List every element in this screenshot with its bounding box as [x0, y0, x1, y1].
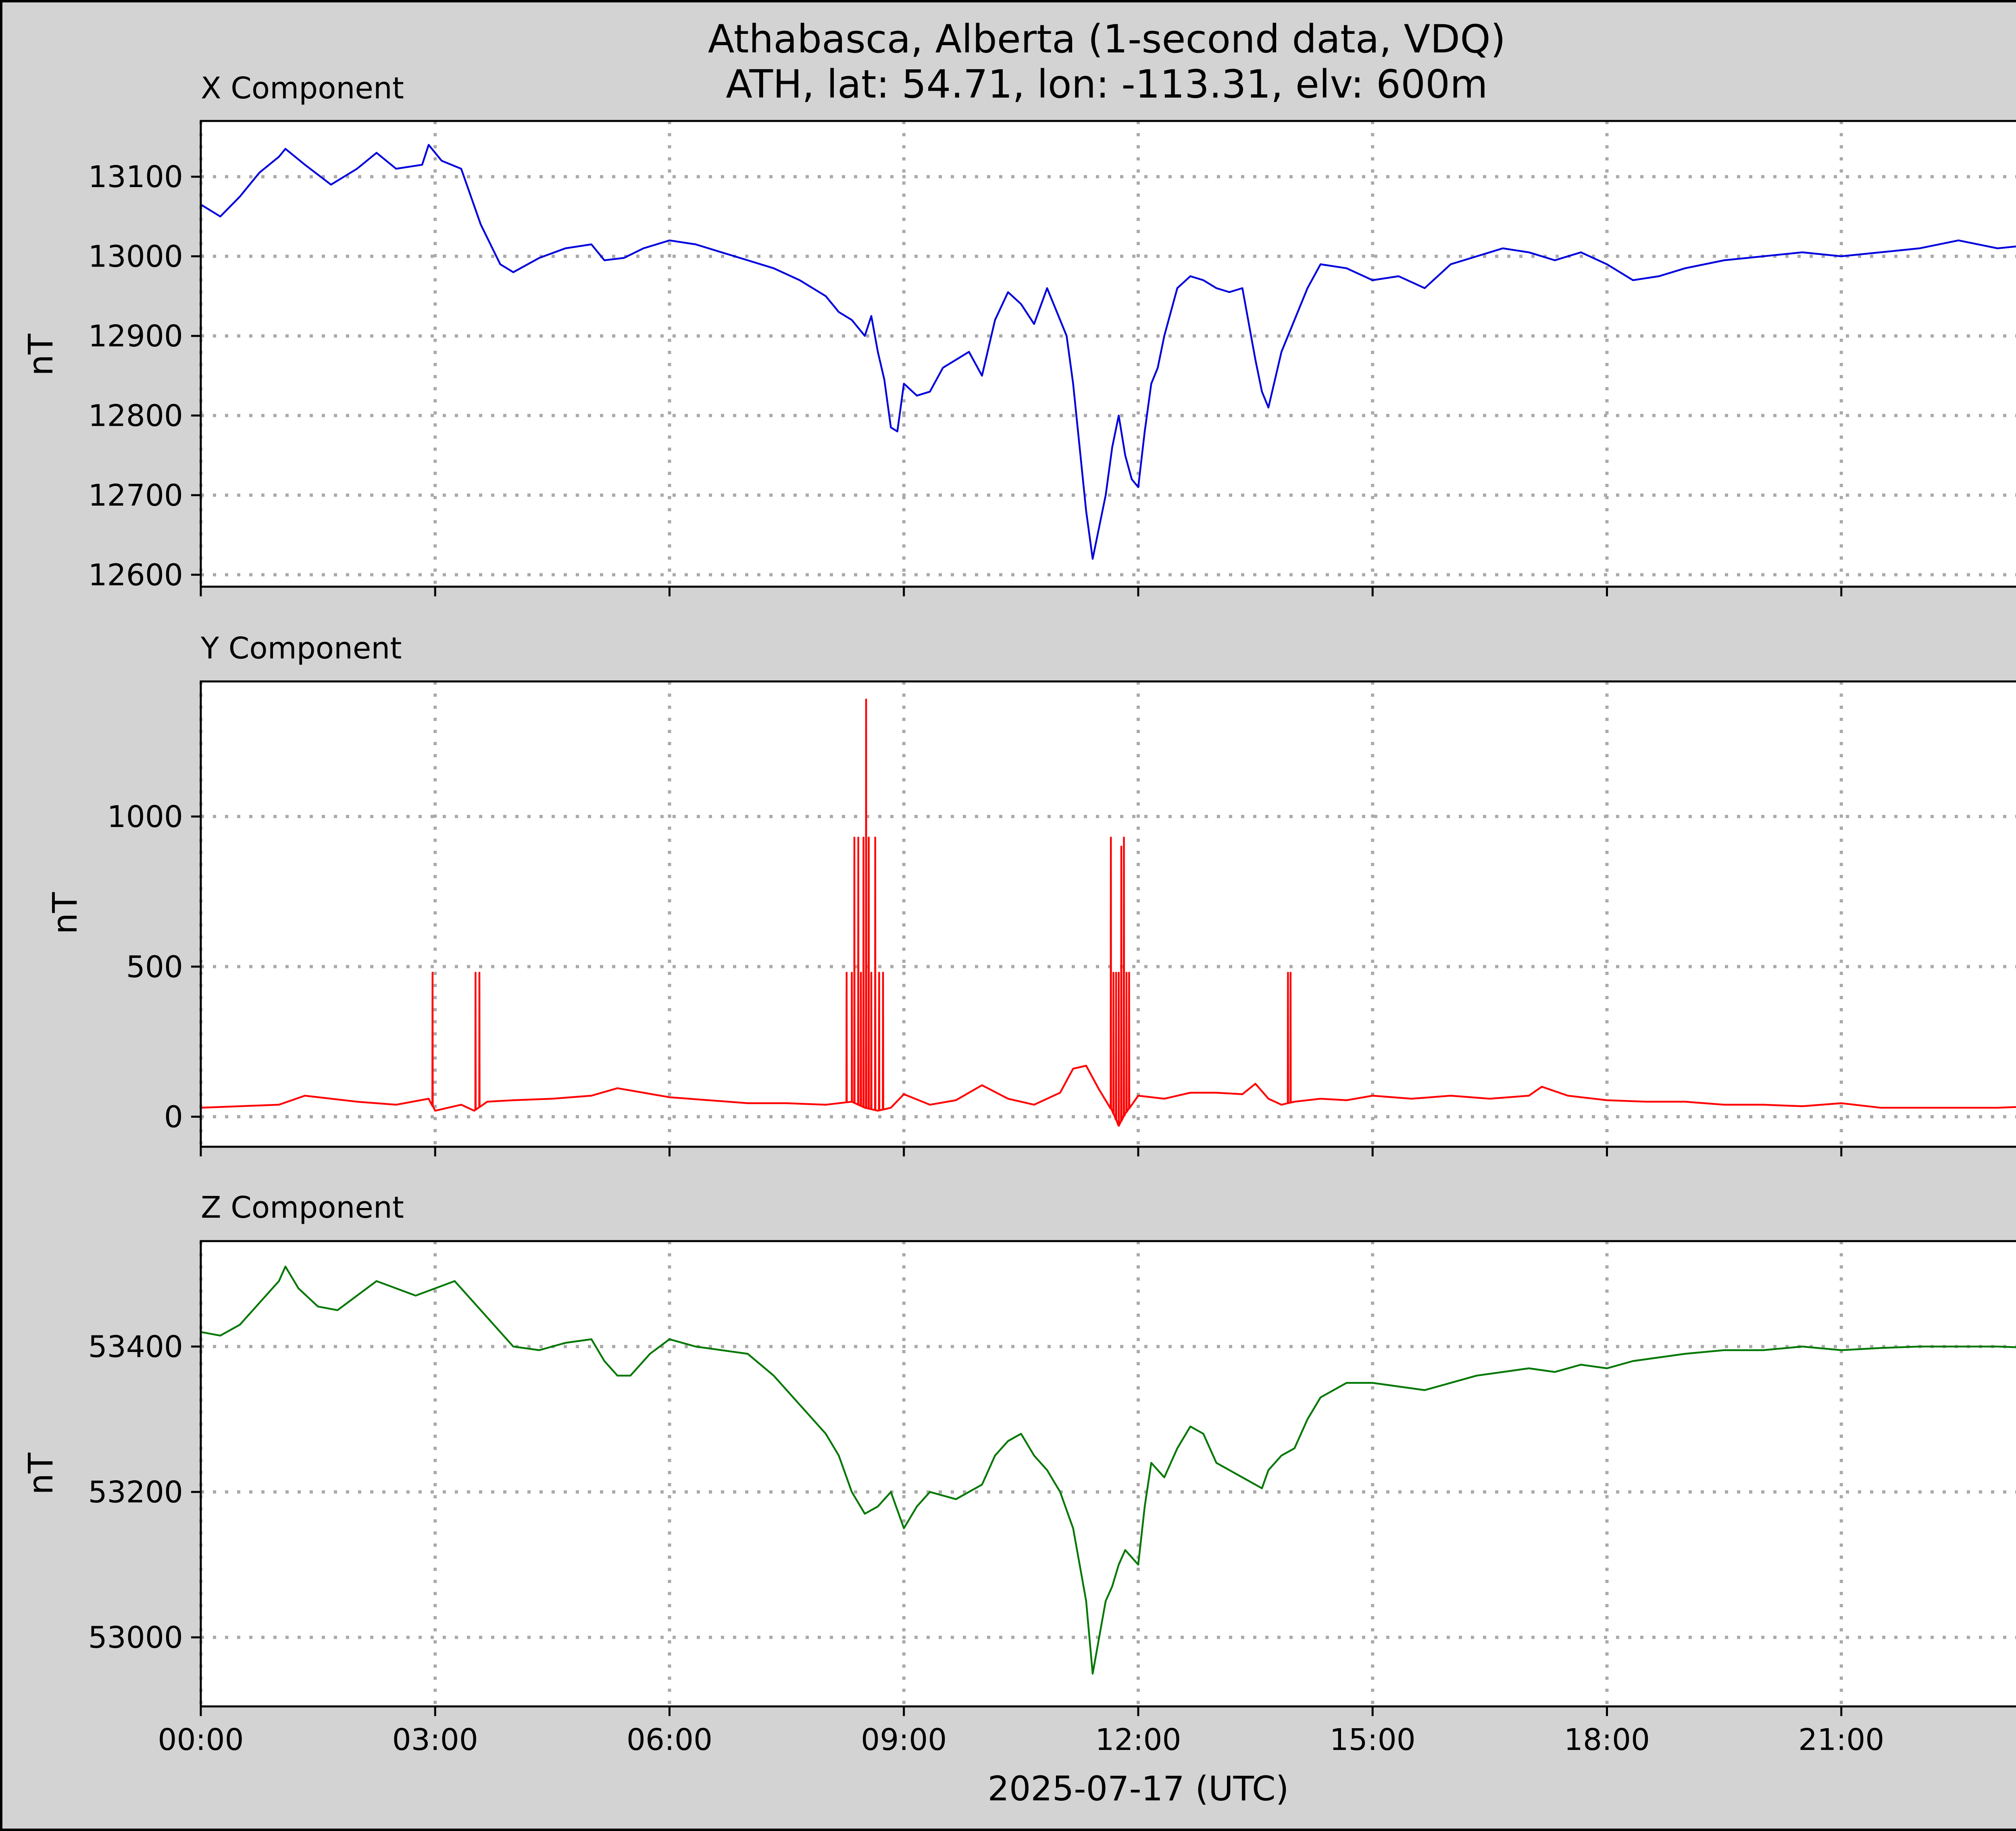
- x-tick-label: 18:00: [1564, 1723, 1650, 1757]
- x-tick-label: 03:00: [392, 1723, 478, 1757]
- plot-frame: [200, 1240, 2016, 1708]
- x-tick-label: 00:00: [158, 1723, 244, 1757]
- x-component-panel: X Component nT 12600 12700 12800 12900 13000…: [21, 71, 2016, 596]
- x-tick-label: 21:00: [1798, 1723, 1884, 1757]
- y-tick-label: 12600: [88, 558, 183, 592]
- y-tick-label: 13000: [88, 240, 183, 274]
- x-component-ylabel: nT: [21, 333, 60, 376]
- series-line: [201, 698, 2016, 1127]
- y-tick-label: 12700: [88, 478, 183, 513]
- plot-area: [201, 681, 2016, 1147]
- x-tick-label: 12:00: [1095, 1723, 1181, 1757]
- plot-area: [201, 1241, 2016, 1706]
- y-tick-label: 500: [126, 950, 183, 984]
- x-tick-label: 06:00: [627, 1723, 712, 1757]
- z-component-panel: Z Component nT 53000 53200 53400 00:00 03:00…: [21, 1190, 2016, 1757]
- y-tick-label: 1000: [107, 800, 183, 834]
- series-line: [201, 144, 2016, 560]
- x-axis-label: 2025-07-17 (UTC): [988, 1769, 1289, 1808]
- x-tick-label: 09:00: [861, 1723, 947, 1757]
- z-component-title: Z Component: [201, 1190, 404, 1225]
- x-tick-label: 15:00: [1330, 1723, 1416, 1757]
- y-component-ylabel: nT: [45, 892, 85, 934]
- chart-title-line-2: ATH, lat: 54.71, lon: -113.31, elv: 600m: [726, 62, 1488, 107]
- y-tick-label: 53400: [88, 1329, 183, 1364]
- y-tick-label: 53200: [88, 1475, 183, 1510]
- chart-title-line-1: Athabasca, Alberta (1-second data, VDQ): [708, 17, 1506, 62]
- plot-frame: [200, 120, 2016, 588]
- y-tick-label: 12800: [88, 399, 183, 433]
- x-component-title: X Component: [201, 71, 404, 106]
- y-component-title: Y Component: [200, 631, 402, 666]
- y-tick-label: 0: [164, 1100, 183, 1135]
- y-component-panel: Y Component nT 0 500 1000: [45, 631, 2016, 1156]
- y-tick-label: 13100: [88, 160, 183, 194]
- z-component-ylabel: nT: [21, 1452, 60, 1495]
- y-tick-label: 53000: [88, 1621, 183, 1655]
- plot-area: [201, 121, 2016, 587]
- y-tick-label: 12900: [88, 319, 183, 354]
- plot-frame: [200, 680, 2016, 1148]
- series-line: [201, 1265, 2016, 1675]
